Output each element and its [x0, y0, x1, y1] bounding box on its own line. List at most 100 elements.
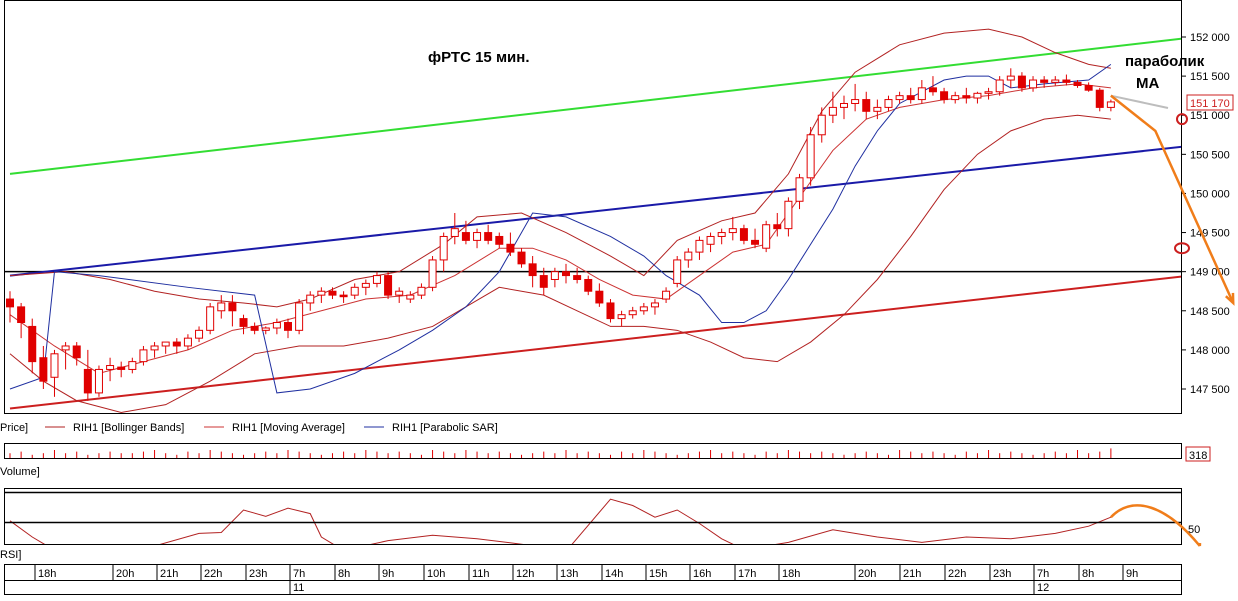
candle-body [328, 290, 337, 296]
time-axis-labels: 18h 20h 21h 22h 23h 7h 8h 9h 10h 11h 12h 13h 14h 15h 1… [34, 565, 1138, 594]
candle-body [261, 327, 270, 331]
time-label: 22h [204, 568, 222, 580]
candle-body [295, 302, 304, 331]
candle-body [1062, 79, 1071, 83]
last-price-label: 151 170 [1190, 98, 1230, 110]
candle-body [61, 345, 70, 351]
parabolic-sar-line [9, 63, 1112, 394]
candle-body [673, 259, 682, 284]
candle-body [917, 87, 926, 101]
candle-body [817, 114, 826, 136]
candle-body [828, 106, 837, 116]
candle-body [795, 177, 804, 202]
candle-body [217, 302, 226, 312]
annotation-ma: MA [1136, 75, 1159, 92]
candle-body [906, 95, 915, 101]
candle-body [840, 102, 848, 108]
y-axis: 152 000 151 500 151 000 150 500 150 000 149 5… [1181, 32, 1230, 396]
candle-body [617, 314, 626, 320]
candle-body [940, 91, 949, 101]
candle-body [1095, 89, 1104, 108]
candle-body [484, 232, 493, 241]
candle-body [1029, 79, 1038, 89]
candle-body [395, 290, 404, 296]
legend-moving-average: RIH1 [Moving Average] [232, 422, 345, 434]
candle-body [495, 235, 504, 245]
candle-body [106, 365, 115, 370]
y-tick-label: 147 500 [1190, 384, 1230, 396]
candle-body [172, 341, 181, 347]
candle-body [995, 79, 1004, 93]
candle-body [195, 329, 204, 339]
blue-line-end-marker [1176, 113, 1188, 126]
time-label: 10h [427, 568, 445, 580]
time-label: 22h [948, 568, 966, 580]
legend-price: Price] [0, 422, 28, 434]
candle-body [439, 235, 448, 261]
candle-body [183, 337, 192, 347]
day-label: 11 [293, 582, 304, 594]
legend: Price] RIH1 [Bollinger Bands] RIH1 [Movi… [0, 422, 498, 434]
rsi-label: RSI] [0, 549, 21, 561]
candle-body [1051, 79, 1060, 83]
candle-body [272, 322, 281, 329]
candle-body [317, 290, 326, 296]
chart-title: фРТС 15 мин. [428, 49, 530, 66]
forecast-path [1110, 94, 1235, 304]
candle-body [739, 228, 748, 241]
candle-body [284, 322, 292, 331]
candle-body [584, 278, 593, 292]
candle-body [851, 99, 860, 104]
time-label: 23h [249, 568, 267, 580]
last-price-box [1186, 94, 1234, 111]
candle-body [117, 366, 126, 370]
candle-body [895, 95, 904, 101]
time-label: 7h [293, 568, 305, 580]
bollinger-lower-line [9, 114, 1111, 413]
time-label: 16h [693, 568, 711, 580]
candle-body [473, 232, 482, 241]
y-tick-label: 150 500 [1190, 149, 1230, 161]
time-label: 11h [472, 568, 490, 580]
candle-body [1084, 84, 1093, 91]
candle-body [573, 275, 582, 280]
candle-body [406, 294, 415, 300]
volume-label: Volume] [0, 466, 40, 478]
candle-body [595, 290, 604, 304]
moving-average-line [9, 83, 1111, 374]
candle-body [450, 228, 459, 237]
candle-body [339, 294, 348, 298]
candle-body [50, 353, 59, 378]
rsi-panel [4, 488, 1182, 545]
time-label: 8h [338, 568, 350, 580]
candle-body [417, 286, 426, 296]
time-label: 8h [1082, 568, 1094, 580]
time-label: 21h [903, 568, 921, 580]
legend-parabolic-sar: RIH1 [Parabolic SAR] [392, 422, 498, 434]
candle-body [1106, 101, 1115, 108]
red-line-end-marker [1174, 242, 1190, 255]
candle-body [306, 294, 315, 304]
bollinger-upper-line [9, 28, 1111, 308]
candle-body [250, 325, 259, 331]
y-tick-label: 150 000 [1190, 188, 1230, 200]
candle-body [384, 275, 393, 296]
time-label: 12h [516, 568, 534, 580]
time-label: 14h [605, 568, 623, 580]
candle-body [239, 318, 248, 327]
candle-body [350, 286, 359, 296]
rsi-level-label: 50 [1188, 524, 1200, 536]
day-label: 12 [1037, 582, 1049, 594]
candle-body [428, 259, 437, 288]
trendline-blue [9, 145, 1181, 277]
annotation-parabolic: параболик [1125, 53, 1205, 70]
time-label: 21h [160, 568, 178, 580]
candle-body [528, 263, 537, 277]
candle-body [662, 290, 671, 300]
volume-value-label: 318 [1189, 450, 1207, 462]
candle-body [550, 271, 559, 280]
candle-body [984, 91, 993, 94]
time-label: 15h [649, 568, 667, 580]
candle-body [517, 251, 526, 265]
